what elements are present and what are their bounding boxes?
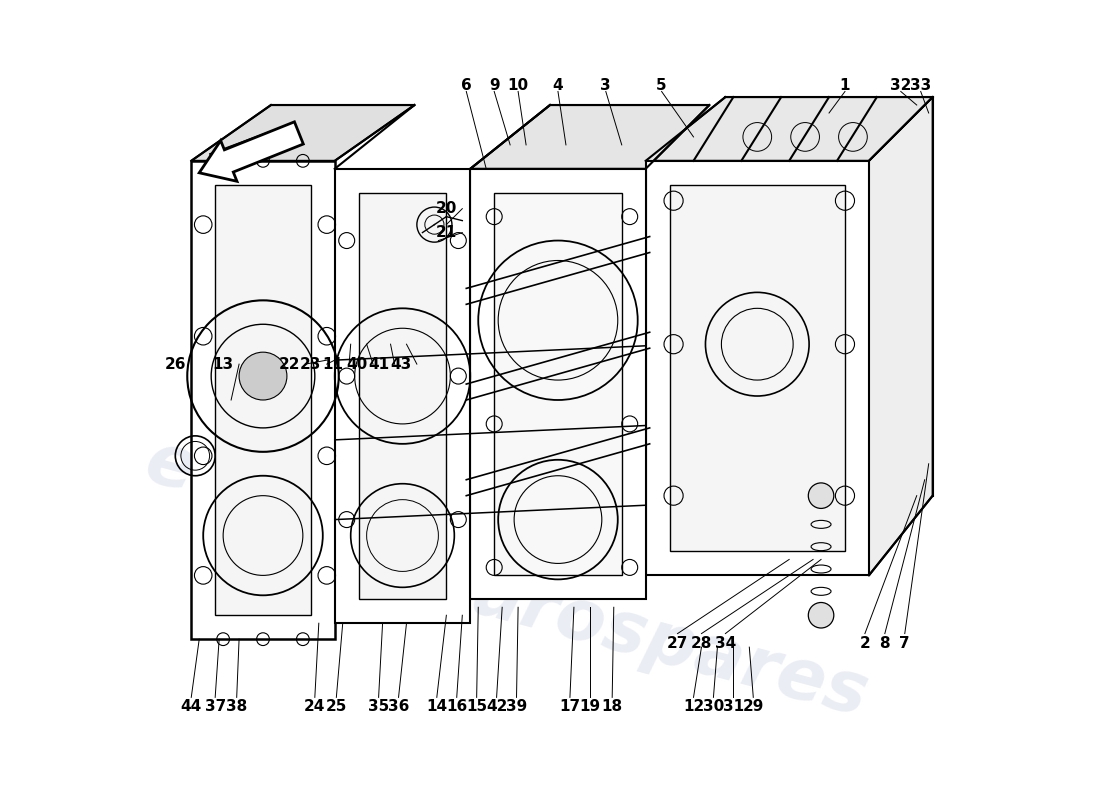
Text: eurospares: eurospares [138,427,596,612]
Text: 15: 15 [466,699,487,714]
Text: 11: 11 [322,357,343,372]
Text: 33: 33 [910,78,932,93]
Text: 43: 43 [390,357,411,372]
Polygon shape [191,105,415,161]
Text: 44: 44 [180,699,202,714]
Text: 23: 23 [300,357,321,372]
Text: 2: 2 [859,636,870,650]
Text: 12: 12 [683,699,704,714]
Bar [191,161,334,639]
Bar [670,185,845,551]
Text: 3: 3 [601,78,612,93]
Bar [494,193,622,575]
Polygon shape [646,97,933,161]
Text: 6: 6 [461,78,472,93]
Text: 21: 21 [436,225,456,240]
Circle shape [239,352,287,400]
Text: 32: 32 [890,78,912,93]
Text: 22: 22 [278,357,300,372]
Text: 17: 17 [560,699,581,714]
Text: 14: 14 [426,699,448,714]
Text: 36: 36 [388,699,409,714]
Circle shape [808,602,834,628]
Text: 31: 31 [723,699,744,714]
FancyArrow shape [199,122,304,182]
Text: 29: 29 [742,699,764,714]
Text: eurospares: eurospares [416,546,876,731]
Text: 7: 7 [900,636,910,650]
Text: 41: 41 [368,357,389,372]
Text: 5: 5 [657,78,667,93]
Text: 35: 35 [368,699,389,714]
Text: 9: 9 [488,78,499,93]
Text: 40: 40 [346,357,367,372]
Text: 1: 1 [839,78,850,93]
Text: 25: 25 [326,699,346,714]
Polygon shape [471,105,710,169]
Text: 19: 19 [580,699,601,714]
Bar [216,185,311,615]
Text: 38: 38 [227,699,248,714]
Text: 30: 30 [703,699,724,714]
Circle shape [808,483,834,509]
Text: 39: 39 [506,699,527,714]
Text: 28: 28 [691,636,712,650]
Text: 24: 24 [304,699,326,714]
Text: 4: 4 [552,78,563,93]
Text: 13: 13 [212,357,233,372]
Text: 26: 26 [165,357,186,372]
Text: 27: 27 [667,636,689,650]
Text: 8: 8 [880,636,890,650]
Polygon shape [869,97,933,575]
Text: 34: 34 [715,636,736,650]
Bar [359,193,447,599]
Bar [646,161,869,575]
Text: 16: 16 [447,699,468,714]
Bar [471,169,646,599]
Bar [334,169,471,623]
Text: 42: 42 [486,699,507,714]
Text: 18: 18 [602,699,623,714]
Text: 37: 37 [205,699,225,714]
Text: 10: 10 [507,78,529,93]
Text: 20: 20 [436,201,456,216]
